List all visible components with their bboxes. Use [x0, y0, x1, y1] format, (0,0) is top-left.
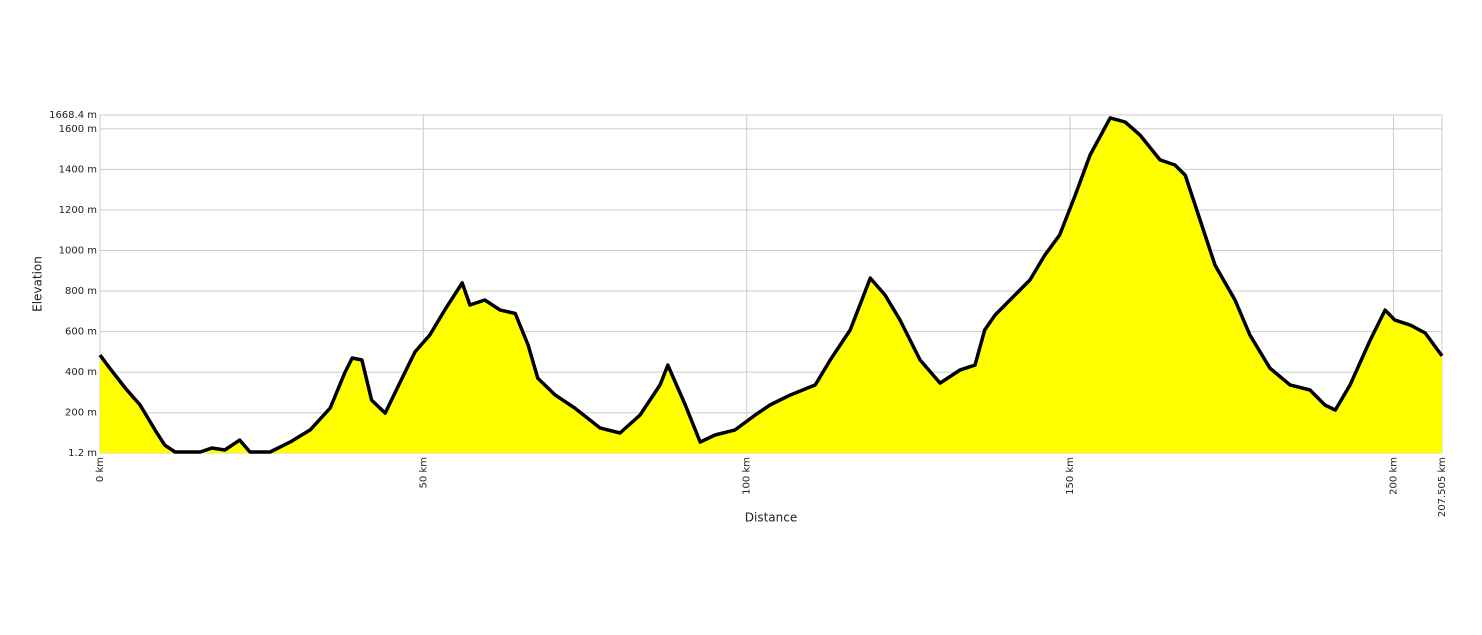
x-tick-label: 207.505 km: [1437, 457, 1448, 517]
x-tick-label: 100 km: [742, 457, 753, 495]
y-tick-label: 1.2 m: [68, 448, 97, 459]
y-tick-label: 1000 m: [59, 246, 97, 257]
y-axis-label: Elevation: [31, 256, 45, 312]
y-tick-label: 1668.4 m: [49, 110, 97, 121]
y-tick-label: 1400 m: [59, 164, 97, 175]
elevation-line: [98, 116, 1444, 454]
x-axis-label: Distance: [745, 511, 797, 525]
x-tick-label: 50 km: [418, 457, 429, 488]
x-tick-label: 150 km: [1065, 457, 1076, 495]
x-tick-label: 0 km: [95, 457, 106, 482]
area-fill: [100, 117, 1442, 454]
y-tick-label: 200 m: [65, 408, 97, 419]
y-tick-label: 1200 m: [59, 205, 97, 216]
y-tick-label: 800 m: [65, 286, 97, 297]
y-tick-label: 1600 m: [59, 124, 97, 135]
x-tick-label: 200 km: [1388, 457, 1399, 495]
y-tick-label: 600 m: [65, 327, 97, 338]
y-tick-label: 400 m: [65, 367, 97, 378]
